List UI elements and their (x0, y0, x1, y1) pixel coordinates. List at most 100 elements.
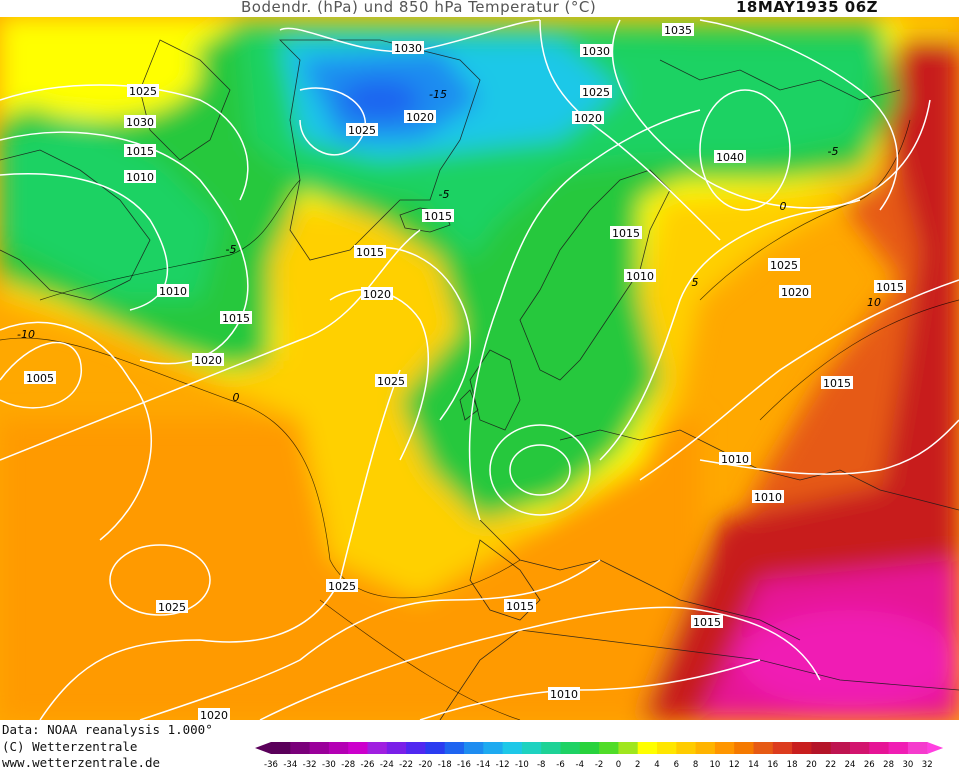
isobar-label: 1010 (719, 452, 751, 466)
legend-swatch (792, 742, 812, 754)
svg-text:1030: 1030 (126, 116, 154, 129)
svg-text:1025: 1025 (328, 580, 356, 593)
svg-text:1010: 1010 (126, 171, 154, 184)
legend-tick-label: -20 (418, 760, 432, 770)
legend-swatch (271, 742, 291, 754)
legend-tick-label: -36 (264, 760, 278, 770)
legend-swatch (541, 742, 561, 754)
legend-tick-label: 22 (825, 760, 836, 770)
svg-text:1020: 1020 (574, 112, 602, 125)
legend-tick-label: 6 (674, 760, 679, 770)
legend-tick-label: -28 (341, 760, 355, 770)
legend-tick-label: 28 (883, 760, 894, 770)
isobar-label: 1030 (392, 41, 424, 55)
isobar-label: 1020 (572, 111, 604, 125)
svg-text:1015: 1015 (222, 312, 250, 325)
isobar-label: 1025 (580, 85, 612, 99)
isobar-label: 1010 (752, 490, 784, 504)
svg-text:1020: 1020 (194, 354, 222, 367)
legend-swatch (850, 742, 870, 754)
isotherm-label: 0 (780, 200, 787, 213)
svg-text:1010: 1010 (754, 491, 782, 504)
legend-swatch (811, 742, 832, 754)
legend-tick-label: -16 (457, 760, 471, 770)
svg-text:1020: 1020 (200, 709, 228, 720)
isobar-label: 1010 (548, 687, 580, 701)
isobar-label: 1010 (157, 284, 189, 298)
svg-text:1015: 1015 (823, 377, 851, 390)
coastlines (0, 39, 959, 720)
legend-swatch (869, 742, 890, 754)
isobar-label: 1025 (156, 600, 188, 614)
legend-tick-label: -6 (556, 760, 564, 770)
legend-swatch (464, 742, 484, 754)
svg-text:1025: 1025 (582, 86, 610, 99)
legend-swatch (309, 742, 330, 754)
isotherms (0, 119, 959, 720)
website-link[interactable]: www.wetterzentrale.de (2, 755, 161, 770)
legend-swatch (676, 742, 697, 754)
svg-text:1040: 1040 (716, 151, 744, 164)
legend-tick-label: 4 (654, 760, 659, 770)
legend-swatch (830, 742, 851, 754)
legend-tick-label: 32 (922, 760, 933, 770)
svg-text:1025: 1025 (770, 259, 798, 272)
svg-text:1015: 1015 (612, 227, 640, 240)
svg-text:1010: 1010 (550, 688, 578, 701)
isobar-label: 1025 (326, 579, 358, 593)
isotherm-label: -15 (429, 88, 447, 101)
map-title: Bodendr. (hPa) und 850 hPa Temperatur (°… (241, 0, 597, 16)
legend-tick-label: -2 (595, 760, 603, 770)
isobar-label: 1015 (220, 311, 252, 325)
svg-text:1010: 1010 (159, 285, 187, 298)
isobar-label: 1020 (361, 287, 393, 301)
legend-tick-label: 16 (767, 760, 778, 770)
svg-text:1005: 1005 (26, 372, 54, 385)
svg-text:1020: 1020 (363, 288, 391, 301)
legend-swatch (599, 742, 619, 754)
legend-swatch (444, 742, 465, 754)
svg-text:1010: 1010 (721, 453, 749, 466)
legend-swatch (657, 742, 677, 754)
legend-swatch (618, 742, 639, 754)
legend-tick-label: -26 (361, 760, 375, 770)
isobar-label: 1015 (504, 599, 536, 613)
svg-text:1020: 1020 (781, 286, 809, 299)
legend-arrow-right (927, 742, 944, 754)
isobar-label: 1025 (768, 258, 800, 272)
legend-tick-label: -10 (515, 760, 529, 770)
isotherm-label: -5 (828, 145, 839, 158)
legend-swatch (386, 742, 407, 754)
legend-swatch (753, 742, 774, 754)
legend-swatch (907, 742, 928, 754)
legend-swatch (290, 742, 311, 754)
svg-text:1030: 1030 (582, 45, 610, 58)
isobar-label: 1010 (624, 269, 656, 283)
legend-swatch (328, 742, 349, 754)
temperature-legend: -36 -34 -32 -30 -28 -26 -24 -22 -20 -18 -16 -14 -12-… (255, 742, 944, 770)
isobar-label: 1010 (124, 170, 156, 184)
legend-swatch (560, 742, 581, 754)
svg-text:1010: 1010 (626, 270, 654, 283)
legend-swatch (714, 742, 735, 754)
isobar-label: 1015 (874, 280, 906, 294)
legend-tick-label: 30 (902, 760, 913, 770)
legend-tick-label: 2 (635, 760, 640, 770)
legend-tick-label: -34 (283, 760, 297, 770)
legend-tick-label: -32 (303, 760, 317, 770)
isobar-label: 1025 (127, 84, 159, 98)
legend-swatch (888, 742, 909, 754)
legend-arrow-left (255, 742, 271, 754)
isotherm-label: -10 (17, 328, 35, 341)
legend-tick-label: -30 (322, 760, 336, 770)
legend-swatch (425, 742, 446, 754)
isobar-label: 1020 (404, 110, 436, 124)
legend-tick-label: -12 (496, 760, 510, 770)
data-source-text: Data: NOAA reanalysis 1.000° (2, 722, 213, 737)
legend-swatch (348, 742, 368, 754)
svg-text:1025: 1025 (129, 85, 157, 98)
isotherm-label: -5 (439, 188, 450, 201)
isobar-label: 1025 (346, 123, 378, 137)
legend-tick-label: 12 (729, 760, 740, 770)
svg-text:1030: 1030 (394, 42, 422, 55)
